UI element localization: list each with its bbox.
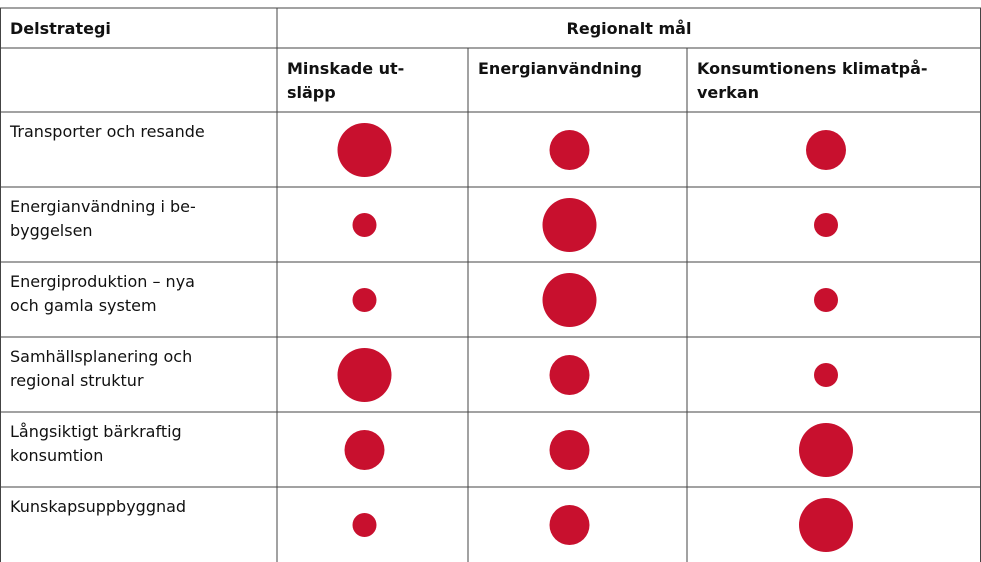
impact-dot: [352, 288, 377, 312]
column-header: Konsumtionens klimatpå-: [697, 59, 928, 78]
impact-dot: [814, 363, 838, 387]
column-header: verkan: [697, 83, 759, 102]
row-label: Energianvändning i be-: [10, 197, 196, 216]
impact-dot: [799, 498, 853, 552]
impact-dot: [799, 423, 853, 477]
header-first: Delstrategi: [10, 19, 111, 38]
impact-dot: [549, 505, 590, 545]
column-header: Minskade ut-: [287, 59, 404, 78]
impact-dot: [549, 430, 590, 470]
row-label: byggelsen: [10, 221, 93, 240]
impact-dot: [352, 513, 377, 537]
impact-dot: [549, 355, 590, 395]
header-group: Regionalt mål: [567, 19, 692, 38]
impact-dot: [344, 430, 385, 470]
row-label: Transporter och resande: [9, 122, 205, 141]
impact-dot: [814, 288, 838, 312]
impact-dot: [352, 213, 377, 237]
column-header: Energianvändning: [478, 59, 642, 78]
row-label: och gamla system: [10, 296, 157, 315]
row-label: Långsiktigt bärkraftig: [10, 422, 182, 441]
row-label: Energiproduktion – nya: [10, 272, 195, 291]
row-label: Samhällsplanering och: [10, 347, 192, 366]
row-label: Kunskapsuppbyggnad: [10, 497, 186, 516]
impact-dot: [549, 130, 590, 170]
impact-dot: [814, 213, 838, 237]
impact-dot: [337, 348, 392, 402]
row-label: konsumtion: [10, 446, 103, 465]
column-header: släpp: [287, 83, 336, 102]
impact-dot: [542, 198, 597, 252]
impact-dot: [806, 130, 846, 170]
row-label: regional struktur: [10, 371, 144, 390]
impact-dot: [337, 123, 392, 177]
impact-dot: [542, 273, 597, 327]
